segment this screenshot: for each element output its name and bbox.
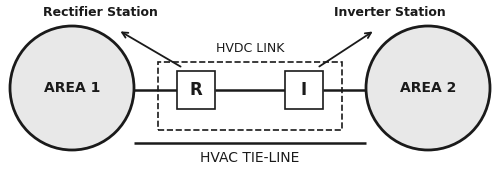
Ellipse shape bbox=[366, 26, 490, 150]
Bar bbox=[177, 71, 215, 109]
Text: AREA 2: AREA 2 bbox=[400, 81, 456, 95]
Text: Rectifier Station: Rectifier Station bbox=[42, 6, 158, 19]
Text: HVAC TIE-LINE: HVAC TIE-LINE bbox=[200, 151, 300, 165]
Ellipse shape bbox=[10, 26, 134, 150]
Text: AREA 1: AREA 1 bbox=[44, 81, 100, 95]
Text: R: R bbox=[190, 81, 202, 99]
Bar bbox=[285, 71, 323, 109]
Bar bbox=[158, 62, 342, 130]
Text: HVDC LINK: HVDC LINK bbox=[216, 42, 284, 54]
Text: Inverter Station: Inverter Station bbox=[334, 6, 446, 19]
Text: I: I bbox=[301, 81, 307, 99]
